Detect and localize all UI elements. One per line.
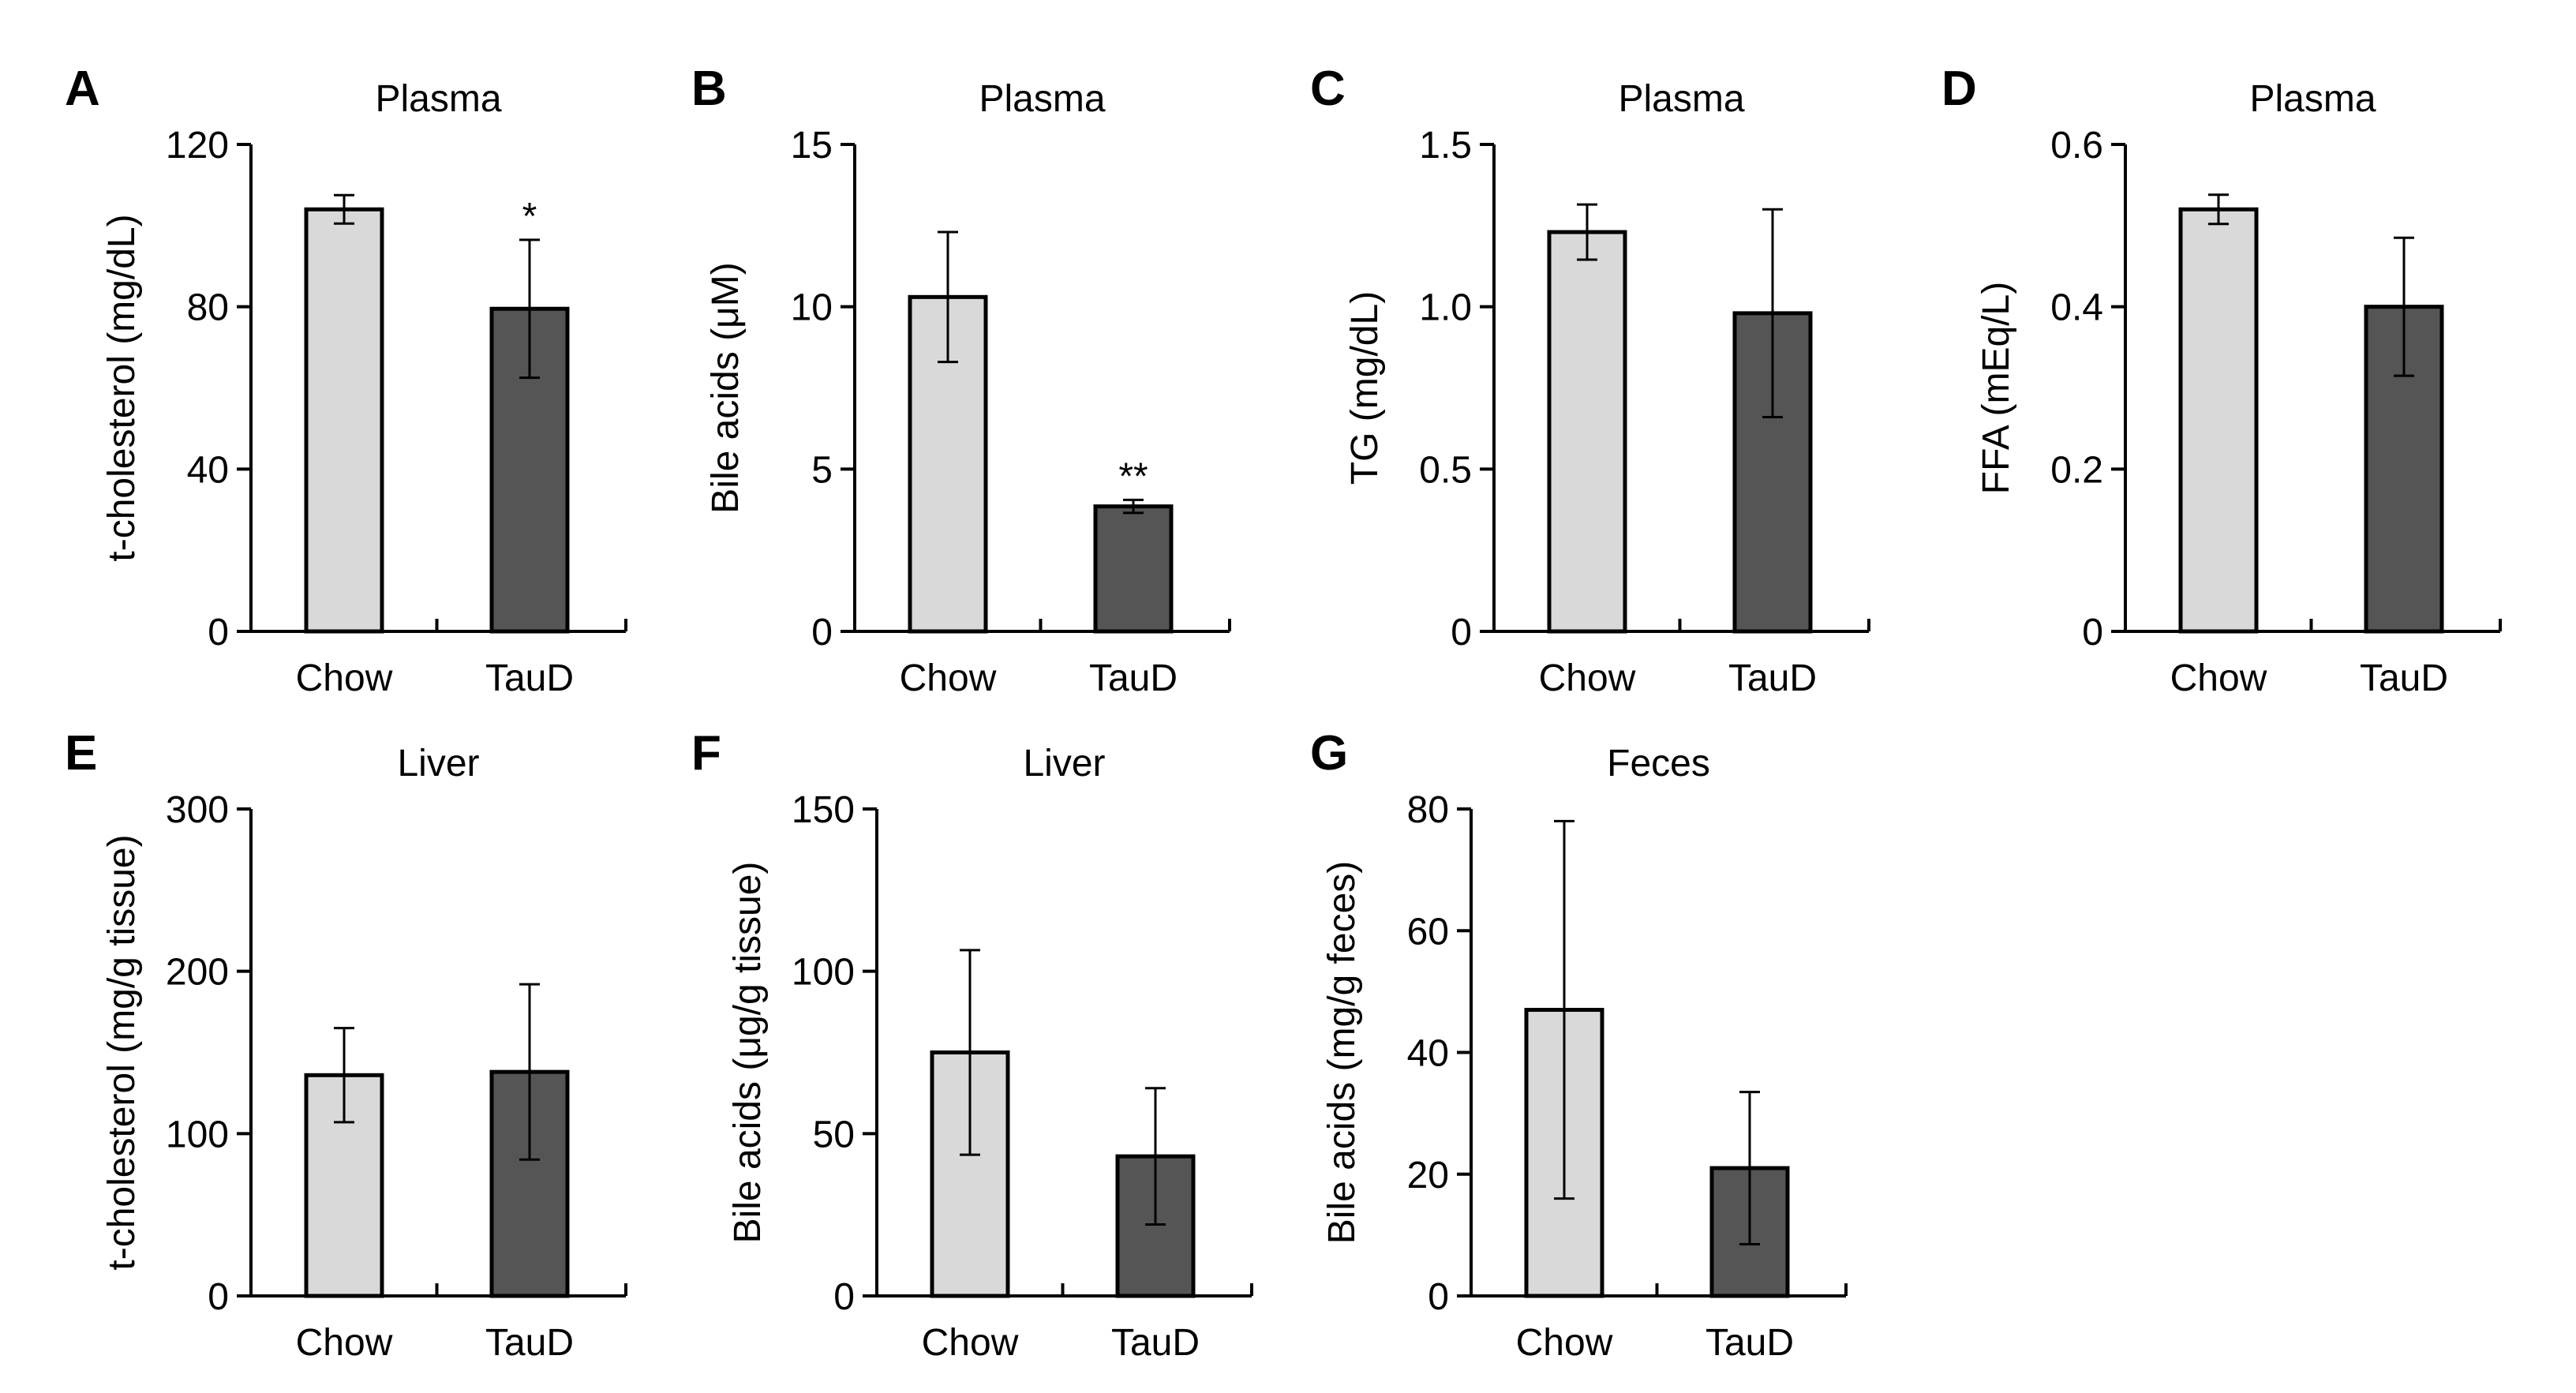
category-label-taud: TauD (485, 1322, 574, 1364)
y-tick-label: 150 (792, 789, 855, 831)
panel-letter: E (65, 726, 97, 781)
category-label-taud: TauD (485, 657, 574, 699)
y-axis-title: TG (mg/dL) (1344, 291, 1386, 485)
panel-letter: A (65, 62, 100, 116)
y-axis-title: t-cholesterol (mg/g tissue) (101, 834, 143, 1270)
y-tick-label: 40 (1407, 1033, 1449, 1075)
bar-chow (1547, 230, 1627, 634)
y-tick-label: 5 (811, 449, 833, 491)
panel-g: G Feces Bile acids (mg/g feces) Chow TauD 0 20… (1310, 726, 1848, 1364)
panel-title: Plasma (2249, 78, 2376, 120)
category-label-taud: TauD (2360, 657, 2448, 699)
panel-a: A Plasma t-cholesterol (mg/dL) Chow * TauD 0 40… (65, 62, 627, 699)
panel-title: Liver (1023, 743, 1105, 784)
y-tick-label: 300 (166, 789, 229, 831)
category-label-chow: Chow (1539, 657, 1636, 699)
category-label-chow: Chow (922, 1322, 1019, 1364)
y-tick-label: 80 (1407, 789, 1449, 831)
y-tick-label: 40 (187, 449, 229, 491)
panel-letter: C (1310, 62, 1346, 116)
category-label-chow: Chow (2170, 657, 2267, 699)
y-tick-label: 100 (166, 1114, 229, 1155)
panel-title: Feces (1607, 743, 1710, 784)
y-tick-label: 60 (1407, 911, 1449, 953)
category-label-chow: Chow (900, 657, 997, 699)
y-tick-label: 0 (811, 612, 833, 653)
bar-chow (2178, 207, 2259, 634)
category-label-taud: TauD (1728, 657, 1817, 699)
y-tick-label: 50 (813, 1114, 855, 1155)
y-axis-title: FFA (mEq/L) (1975, 282, 2017, 494)
y-tick-label: 120 (166, 125, 229, 167)
panel-letter: F (691, 726, 721, 781)
bar-taud (1093, 504, 1174, 634)
category-label-chow: Chow (296, 657, 393, 699)
panel-f: F Liver Bile acids (μg/g tissue) Chow TauD 0 5… (691, 726, 1253, 1364)
y-tick-label: 1.0 (1419, 287, 1472, 329)
category-label-taud: TauD (1705, 1322, 1794, 1364)
y-tick-label: 20 (1407, 1155, 1449, 1196)
panel-letter: D (1941, 62, 1977, 116)
y-axis-title: Bile acids (μg/g tissue) (727, 862, 769, 1244)
y-tick-label: 0.6 (2050, 125, 2103, 167)
y-tick-label: 200 (166, 952, 229, 994)
panel-c: C Plasma TG (mg/dL) Chow TauD 0 0.5 1.0 1.5 (1310, 62, 1870, 699)
panel-title: Plasma (375, 78, 501, 120)
y-tick-label: 0.4 (2050, 287, 2103, 329)
y-tick-label: 0 (208, 612, 229, 653)
y-tick-label: 1.5 (1419, 125, 1472, 167)
panel-e: E Liver t-cholesterol (mg/g tissue) Chow Tau… (65, 726, 627, 1364)
y-tick-label: 80 (187, 287, 229, 329)
category-label-taud: TauD (1111, 1322, 1200, 1364)
y-tick-label: 0.2 (2050, 449, 2103, 491)
y-tick-label: 10 (791, 287, 833, 329)
y-tick-label: 15 (791, 125, 833, 167)
category-label-chow: Chow (1516, 1322, 1613, 1364)
significance-marker: ** (1118, 455, 1148, 497)
category-label-taud: TauD (1089, 657, 1178, 699)
bar-chow (304, 207, 384, 634)
panel-title: Plasma (1618, 78, 1744, 120)
panel-title: Plasma (979, 78, 1105, 120)
significance-marker: * (522, 196, 537, 238)
y-axis-title: t-cholesterol (mg/dL) (101, 214, 143, 561)
panel-d: D Plasma FFA (mEq/L) Chow TauD 0 0.2 0.4 0.6 (1941, 62, 2502, 699)
panel-letter: G (1310, 726, 1348, 781)
category-label-chow: Chow (296, 1322, 393, 1364)
y-axis-title: Bile acids (μM) (705, 262, 747, 513)
panel-b: B Plasma Bile acids (μM) Chow ** TauD 0 5 10 15 (691, 62, 1231, 699)
y-tick-label: 0.5 (1419, 449, 1472, 491)
y-tick-label: 0 (208, 1276, 229, 1318)
y-axis-title: Bile acids (mg/g feces) (1321, 861, 1363, 1245)
y-tick-label: 0 (1428, 1276, 1449, 1318)
panel-letter: B (691, 62, 727, 116)
y-tick-label: 0 (2082, 612, 2103, 653)
y-tick-label: 0 (833, 1276, 855, 1318)
y-tick-label: 100 (792, 952, 855, 994)
y-tick-label: 0 (1451, 612, 1472, 653)
panel-title: Liver (397, 743, 479, 784)
